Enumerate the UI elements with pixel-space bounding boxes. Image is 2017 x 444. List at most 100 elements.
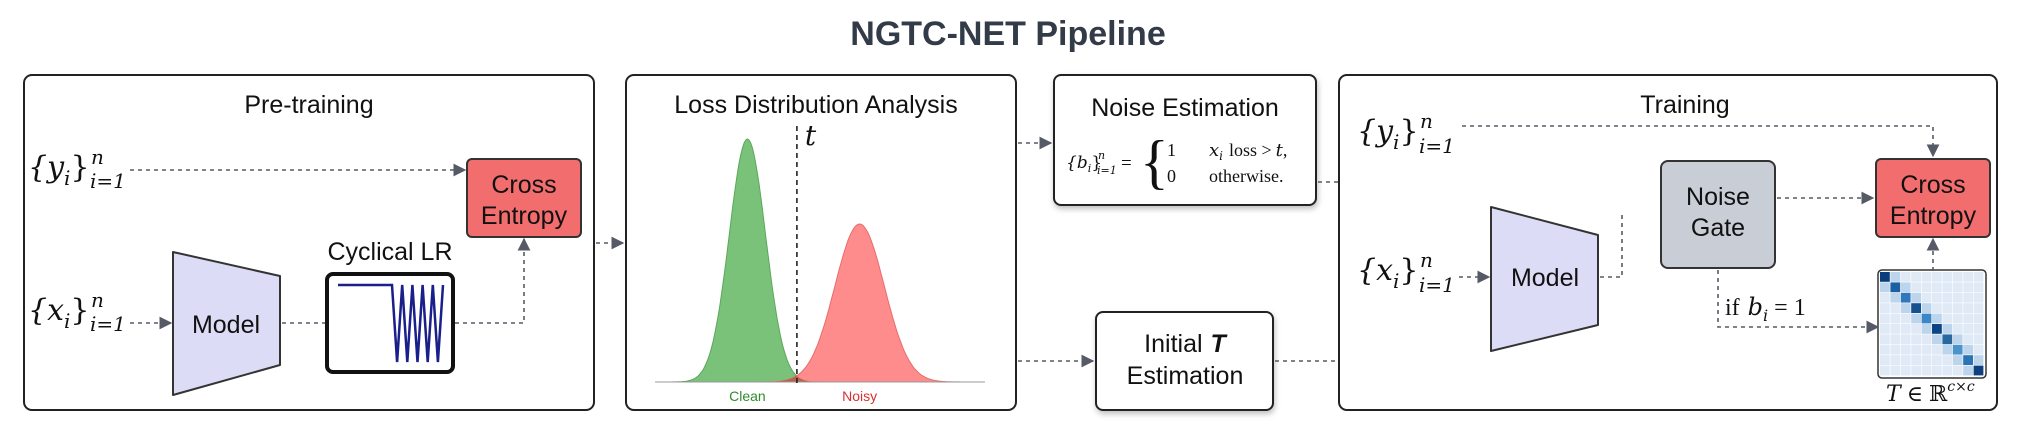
matrix-cell bbox=[1942, 344, 1953, 355]
matrix-cell bbox=[1900, 334, 1911, 345]
matrix-cell bbox=[1900, 272, 1911, 282]
svg-text:n: n bbox=[1098, 149, 1105, 162]
matrix-cell bbox=[1932, 365, 1942, 376]
pretraining-cross-entropy: Cross Entropy bbox=[466, 158, 582, 238]
matrix-cell bbox=[1911, 282, 1921, 293]
pretraining-model: Model bbox=[172, 251, 281, 396]
matrix-cell bbox=[1973, 272, 1984, 282]
matrix-cell bbox=[1921, 303, 1932, 313]
loss-analysis-header: Loss Distribution Analysis bbox=[674, 91, 957, 119]
diagram-title: NGTC-NET Pipeline bbox=[850, 15, 1165, 53]
matrix-cell bbox=[1963, 344, 1973, 355]
training-panel: Training {yi} n i=1 {xi} n i=1 Model Noi… bbox=[1338, 74, 1998, 411]
svg-text:Cross: Cross bbox=[491, 171, 556, 199]
svg-text:{: { bbox=[1140, 129, 1169, 195]
matrix-cell bbox=[1952, 303, 1963, 313]
noise-gate: Noise Gate bbox=[1660, 160, 1776, 269]
svg-text:Cross: Cross bbox=[1900, 171, 1965, 199]
svg-text:otherwise.: otherwise. bbox=[1209, 166, 1283, 186]
svg-text:Entropy: Entropy bbox=[481, 202, 568, 230]
matrix-cell bbox=[1973, 292, 1984, 303]
arrow-y-to-ce-training bbox=[1462, 125, 1940, 158]
matrix-cell bbox=[1911, 355, 1921, 365]
matrix-label: T ∈ ℝc×c bbox=[1886, 379, 1975, 407]
matrix-cell bbox=[1911, 272, 1921, 282]
matrix-cell bbox=[1880, 365, 1890, 376]
matrix-cell bbox=[1932, 344, 1942, 355]
matrix-cell bbox=[1890, 272, 1901, 282]
matrix-cell bbox=[1942, 282, 1953, 293]
svg-text:i=1: i=1 bbox=[1419, 134, 1455, 158]
matrix-cell bbox=[1952, 313, 1963, 324]
matrix-cell bbox=[1911, 313, 1921, 324]
pretraining-y-set: {yi} n i=1 bbox=[28, 145, 126, 193]
matrix-cell bbox=[1952, 272, 1963, 282]
noise-estimation-header: Noise Estimation bbox=[1091, 94, 1279, 122]
training-model: Model bbox=[1490, 206, 1599, 352]
matrix-cell bbox=[1900, 355, 1911, 365]
matrix-cell bbox=[1921, 292, 1932, 303]
matrix-cell bbox=[1890, 324, 1901, 334]
matrix-cell bbox=[1880, 355, 1890, 365]
matrix-cell bbox=[1921, 282, 1932, 293]
matrix-cell bbox=[1932, 324, 1942, 334]
matrix-cell bbox=[1963, 303, 1973, 313]
matrix-cell bbox=[1952, 334, 1963, 345]
training-y-set: {yi} n i=1 bbox=[1357, 109, 1455, 158]
matrix-cell bbox=[1890, 292, 1901, 303]
matrix-cell bbox=[1952, 292, 1963, 303]
matrix-cell bbox=[1973, 365, 1984, 376]
matrix-cell bbox=[1952, 324, 1963, 334]
training-header: Training bbox=[1640, 91, 1729, 119]
initial-t-estimation-box: Initial T Estimation bbox=[1095, 311, 1274, 411]
matrix-cell bbox=[1963, 282, 1973, 293]
matrix-cell bbox=[1890, 282, 1901, 293]
matrix-cell bbox=[1921, 334, 1932, 345]
arrow-model-to-gate bbox=[1600, 213, 1623, 278]
matrix-cell bbox=[1973, 313, 1984, 324]
arrow-gate-to-matrix bbox=[1717, 270, 1880, 334]
matrix-cell bbox=[1911, 344, 1921, 355]
matrix-cell bbox=[1880, 344, 1890, 355]
matrix-cell bbox=[1890, 303, 1901, 313]
matrix-cell bbox=[1932, 292, 1942, 303]
matrix-cell bbox=[1952, 355, 1963, 365]
matrix-cell bbox=[1880, 282, 1890, 293]
matrix-cell bbox=[1932, 334, 1942, 345]
svg-text:n: n bbox=[1420, 109, 1433, 133]
matrix-cell bbox=[1942, 313, 1953, 324]
svg-text:T∈ℝc×c: T ∈ ℝc×c bbox=[1886, 379, 1975, 407]
svg-text:n: n bbox=[1420, 248, 1433, 272]
matrix-cell bbox=[1890, 334, 1901, 345]
matrix-cell bbox=[1921, 272, 1932, 282]
matrix-cell bbox=[1963, 355, 1973, 365]
matrix-cell bbox=[1932, 303, 1942, 313]
matrix-cell bbox=[1921, 344, 1932, 355]
matrix-cell bbox=[1942, 303, 1953, 313]
matrix-cell bbox=[1890, 313, 1901, 324]
matrix-cell bbox=[1973, 334, 1984, 345]
svg-text:Gate: Gate bbox=[1691, 214, 1745, 242]
svg-text:0: 0 bbox=[1167, 166, 1176, 186]
matrix-cell bbox=[1973, 282, 1984, 293]
matrix-cell bbox=[1973, 303, 1984, 313]
matrix-cell bbox=[1900, 324, 1911, 334]
training-x-set: {xi} n i=1 bbox=[1357, 248, 1455, 297]
matrix-cell bbox=[1932, 272, 1942, 282]
noise-estimation-box: Noise Estimation {bi} n i=1 = { 1 0 xi lo… bbox=[1053, 74, 1317, 206]
matrix-cell bbox=[1942, 272, 1953, 282]
transition-matrix bbox=[1877, 269, 1987, 379]
loss-distribution-plot bbox=[655, 126, 985, 386]
svg-text:i=1: i=1 bbox=[90, 169, 126, 193]
matrix-cell bbox=[1890, 355, 1901, 365]
matrix-cell bbox=[1890, 365, 1901, 376]
matrix-cell bbox=[1963, 272, 1973, 282]
threshold-label: t bbox=[805, 119, 817, 152]
matrix-cell bbox=[1890, 344, 1901, 355]
matrix-cell bbox=[1942, 365, 1953, 376]
matrix-cell bbox=[1952, 365, 1963, 376]
matrix-cell bbox=[1963, 292, 1973, 303]
matrix-cell bbox=[1880, 313, 1890, 324]
cyclical-lr-plot bbox=[325, 272, 455, 374]
